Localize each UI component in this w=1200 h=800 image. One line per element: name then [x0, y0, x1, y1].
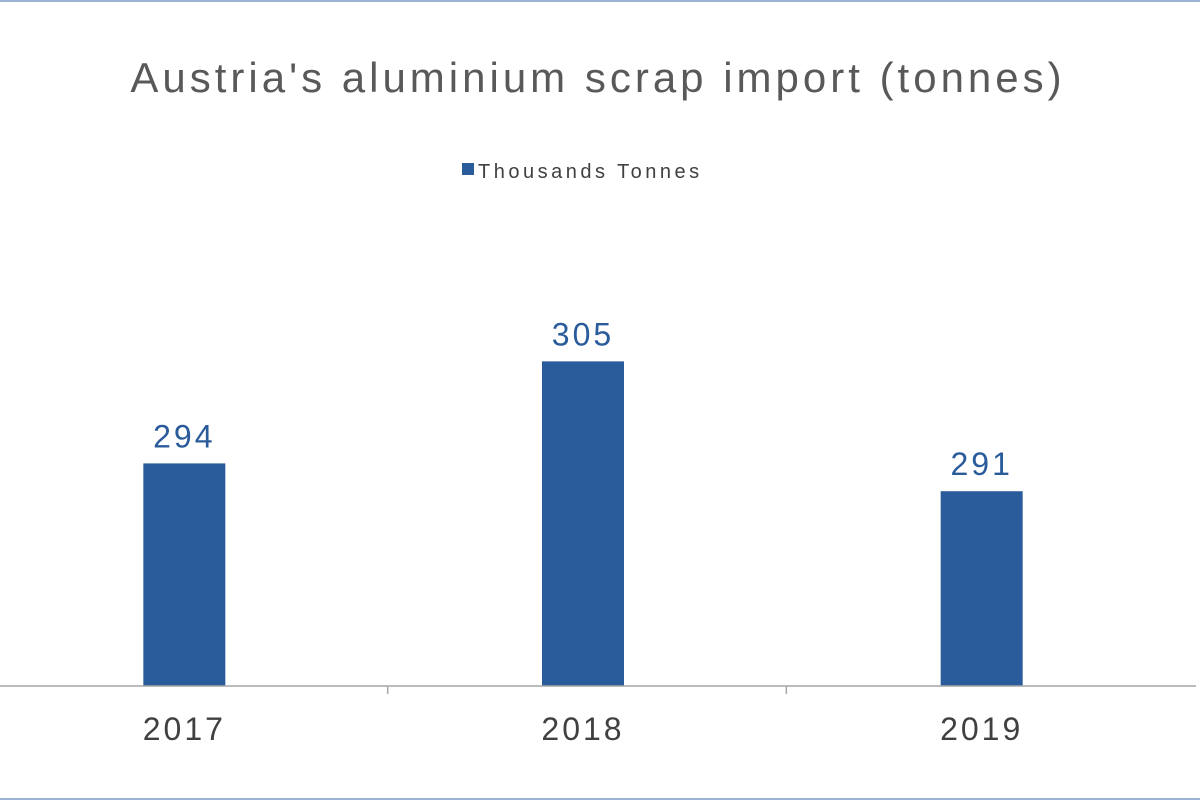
data-label-2017: 294 — [153, 418, 215, 454]
bar-2017 — [143, 463, 226, 686]
data-labels-layer: 294 305 291 — [153, 316, 1012, 482]
bars-layer — [143, 361, 1023, 686]
data-label-2018: 305 — [552, 316, 614, 352]
tick-label-2018: 2018 — [541, 711, 624, 747]
legend-swatch — [462, 163, 474, 175]
x-axis-tick-labels: 2017 2018 2019 — [143, 711, 1023, 747]
data-label-2019: 291 — [950, 446, 1012, 482]
x-axis-ticks — [386, 686, 788, 694]
chart-title: Austria's aluminium scrap import (tonnes… — [130, 54, 1065, 101]
legend-label: Thousands Tonnes — [478, 161, 703, 183]
bar-2018 — [542, 361, 624, 686]
tick-label-2017: 2017 — [143, 711, 226, 747]
tick-label-2019: 2019 — [940, 711, 1023, 747]
legend: Thousands Tonnes — [462, 161, 703, 183]
bar-2019 — [940, 491, 1023, 686]
